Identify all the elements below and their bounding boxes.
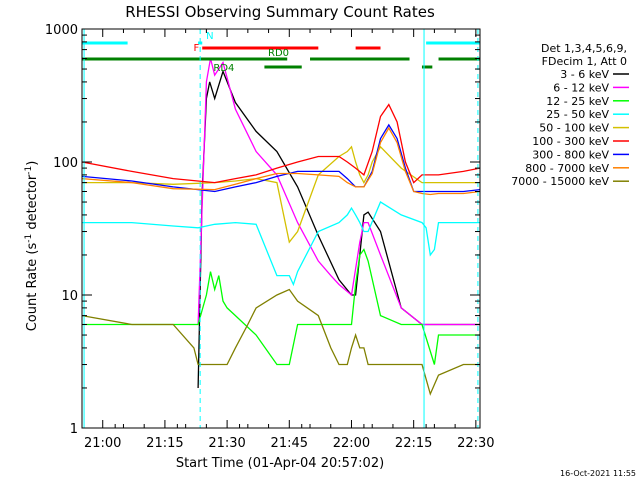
legend-label-0: 3 - 6 keV	[560, 68, 609, 81]
legend-label-5: 100 - 300 keV	[532, 135, 609, 148]
x-tick-label-5: 22:15	[395, 436, 432, 451]
status-bar-label-f: F	[193, 43, 199, 54]
legend-label-7: 800 - 7000 keV	[525, 162, 609, 175]
status-bar-label-rd0: RD0	[268, 48, 289, 59]
y-tick-label-3: 1000	[45, 23, 78, 38]
y-tick-label-1: 10	[61, 289, 78, 304]
y-tick-label-2: 100	[53, 156, 78, 171]
series-line-4	[82, 145, 480, 244]
series-layer	[81, 58, 481, 396]
legend-label-8: 7000 - 15000 keV	[511, 175, 609, 188]
series-line-2	[82, 248, 480, 366]
status-bars-layer: NF RD0 RD4	[82, 31, 480, 74]
axes-layer: 21:00 21:15 21:30 21:45 22:00 22:15 22:30 1 10 10…	[45, 23, 495, 451]
series-line-1	[197, 58, 480, 326]
plot-frame	[81, 28, 481, 429]
status-bar-label-n: N	[206, 31, 213, 42]
y-axis-label: Count Rate (s-1 detector-1)	[24, 161, 40, 332]
series-line-5	[81, 103, 481, 184]
x-tick-label-6: 22:30	[457, 436, 494, 451]
chart-title: RHESSI Observing Summary Count Rates	[125, 3, 435, 21]
instrument-mode-lines	[83, 29, 479, 428]
legend: Det 1,3,4,5,6,9, FDecim 1, Att 0 3 - 6 k…	[511, 42, 629, 188]
series-line-7	[81, 126, 481, 196]
legend-label-2: 12 - 25 keV	[546, 95, 609, 108]
legend-header-line-2: FDecim 1, Att 0	[542, 55, 627, 68]
x-tick-label-4: 22:00	[333, 436, 370, 451]
series-line-8	[81, 288, 480, 396]
series-line-3	[82, 201, 480, 287]
legend-header-line-1: Det 1,3,4,5,6,9,	[541, 42, 627, 55]
legend-label-1: 6 - 12 keV	[553, 81, 609, 94]
x-tick-label-2: 21:30	[208, 436, 245, 451]
legend-label-4: 50 - 100 keV	[539, 122, 609, 135]
footer-timestamp: 16-Oct-2021 11:55	[560, 469, 636, 478]
x-tick-label-0: 21:00	[84, 436, 121, 451]
status-bar-label-rd4: RD4	[213, 63, 234, 74]
legend-label-3: 25 - 50 keV	[546, 108, 609, 121]
legend-label-6: 300 - 800 keV	[532, 148, 609, 161]
x-tick-label-1: 21:15	[146, 436, 183, 451]
y-tick-label-0: 1	[70, 422, 78, 437]
x-axis-label: Start Time (01-Apr-04 20:57:02)	[176, 456, 384, 471]
x-tick-label-3: 21:45	[271, 436, 308, 451]
